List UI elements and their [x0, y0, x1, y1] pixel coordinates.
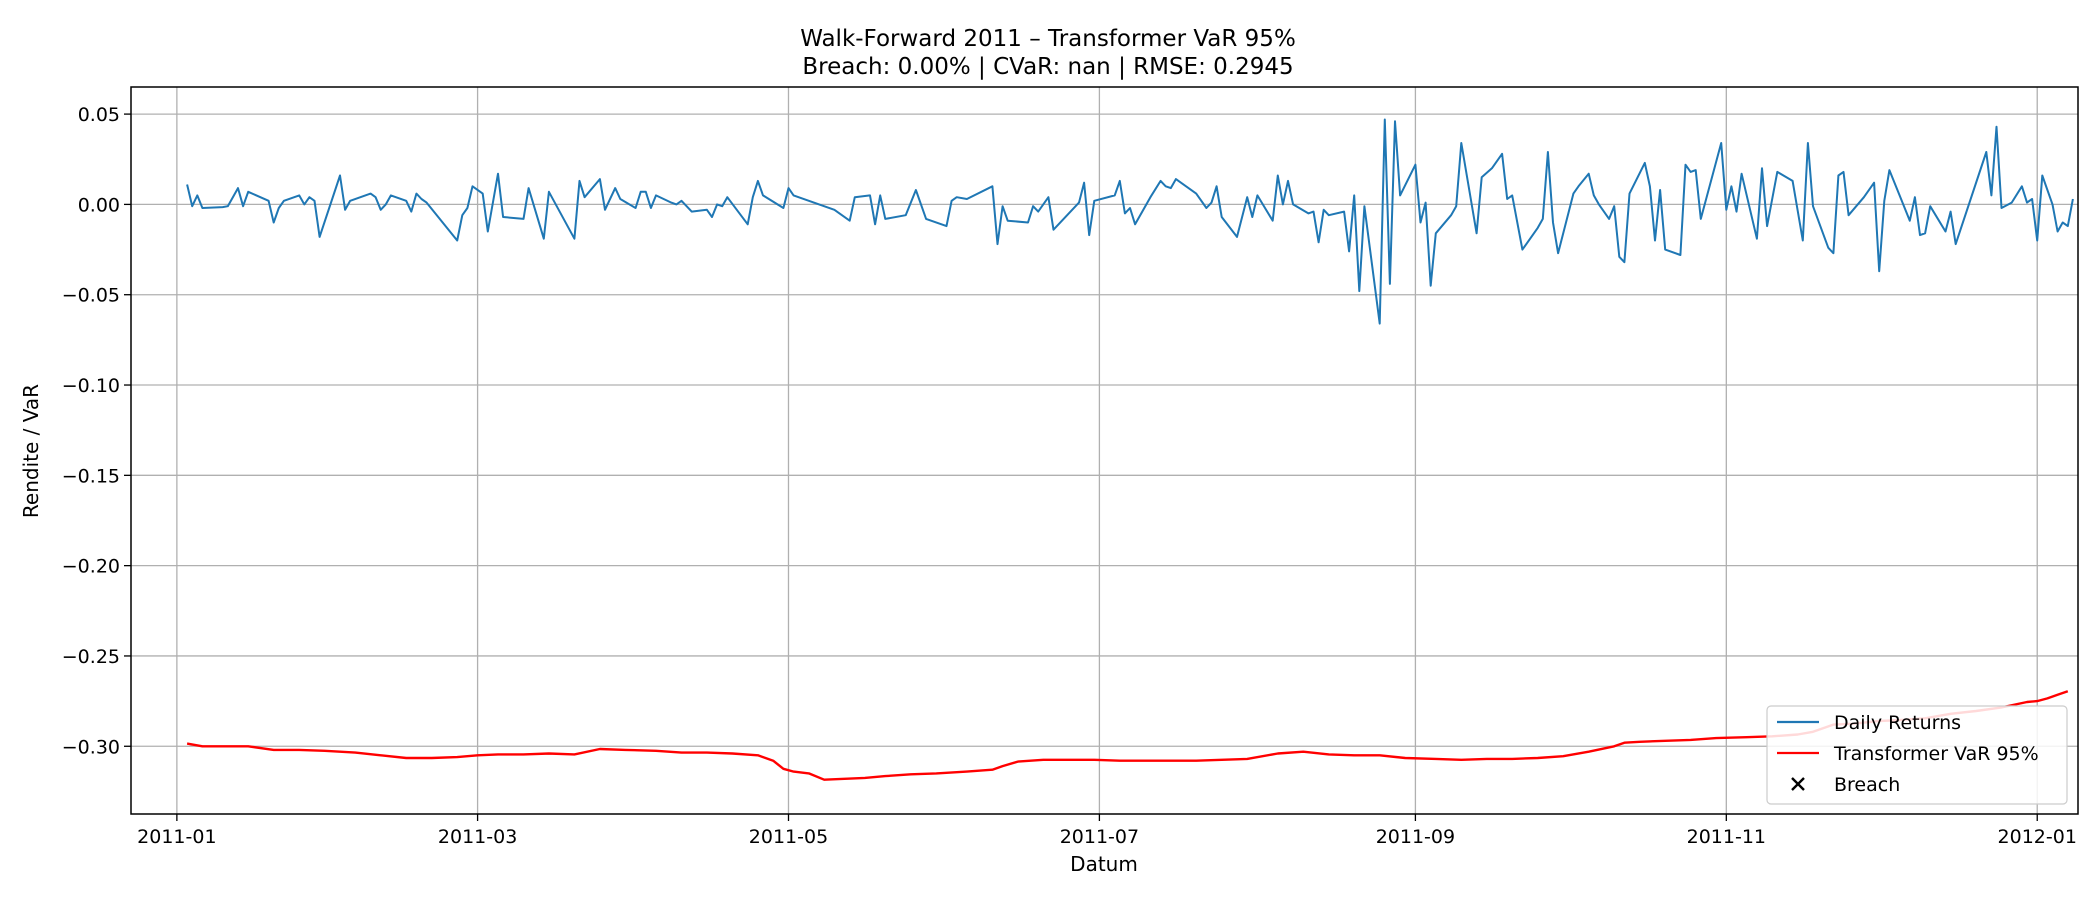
legend-box [1766, 705, 2068, 805]
y-axis-label: Rendite / VaR [19, 384, 43, 518]
x-tick-label: 2011-01 [137, 826, 216, 848]
chart-title: Walk-Forward 2011 – Transformer VaR 95% [800, 26, 1296, 52]
y-tick-label: 0.05 [78, 104, 120, 126]
y-tick-label: −0.20 [62, 556, 120, 578]
legend-label-transformer-var: Transformer VaR 95% [1833, 743, 2039, 765]
axis-ticks: 2011-01 2011-03 2011-05 2011-07 2011-09 2011-… [62, 104, 2077, 848]
x-tick-label: 2011-07 [1060, 826, 1139, 848]
legend-marker-breach [1791, 777, 1805, 791]
chart-subtitle: Breach: 0.00% | CVaR: nan | RMSE: 0.2945 [802, 54, 1293, 80]
y-tick-label: −0.15 [62, 465, 120, 487]
y-tick-label: −0.30 [62, 736, 120, 758]
x-tick-label: 2012-01 [1998, 826, 2077, 848]
x-axis-label: Datum [1070, 852, 1138, 876]
daily-returns-line [186, 118, 2074, 325]
plot-frame [130, 86, 2079, 815]
legend-label-daily-returns: Daily Returns [1834, 712, 1961, 734]
y-tick-label: −0.25 [62, 646, 120, 668]
x-tick-label: 2011-05 [749, 826, 828, 848]
y-tick-label: −0.10 [62, 375, 120, 397]
y-tick-label: 0.00 [78, 194, 120, 216]
legend-label-breach: Breach [1834, 774, 1900, 796]
x-tick-label: 2011-03 [438, 826, 517, 848]
grid [131, 87, 2078, 814]
x-tick-label: 2011-09 [1376, 826, 1455, 848]
x-tick-label: 2011-11 [1687, 826, 1766, 848]
legend: Daily Returns Transformer VaR 95% Breach [1766, 705, 2068, 805]
y-tick-label: −0.05 [62, 285, 120, 307]
